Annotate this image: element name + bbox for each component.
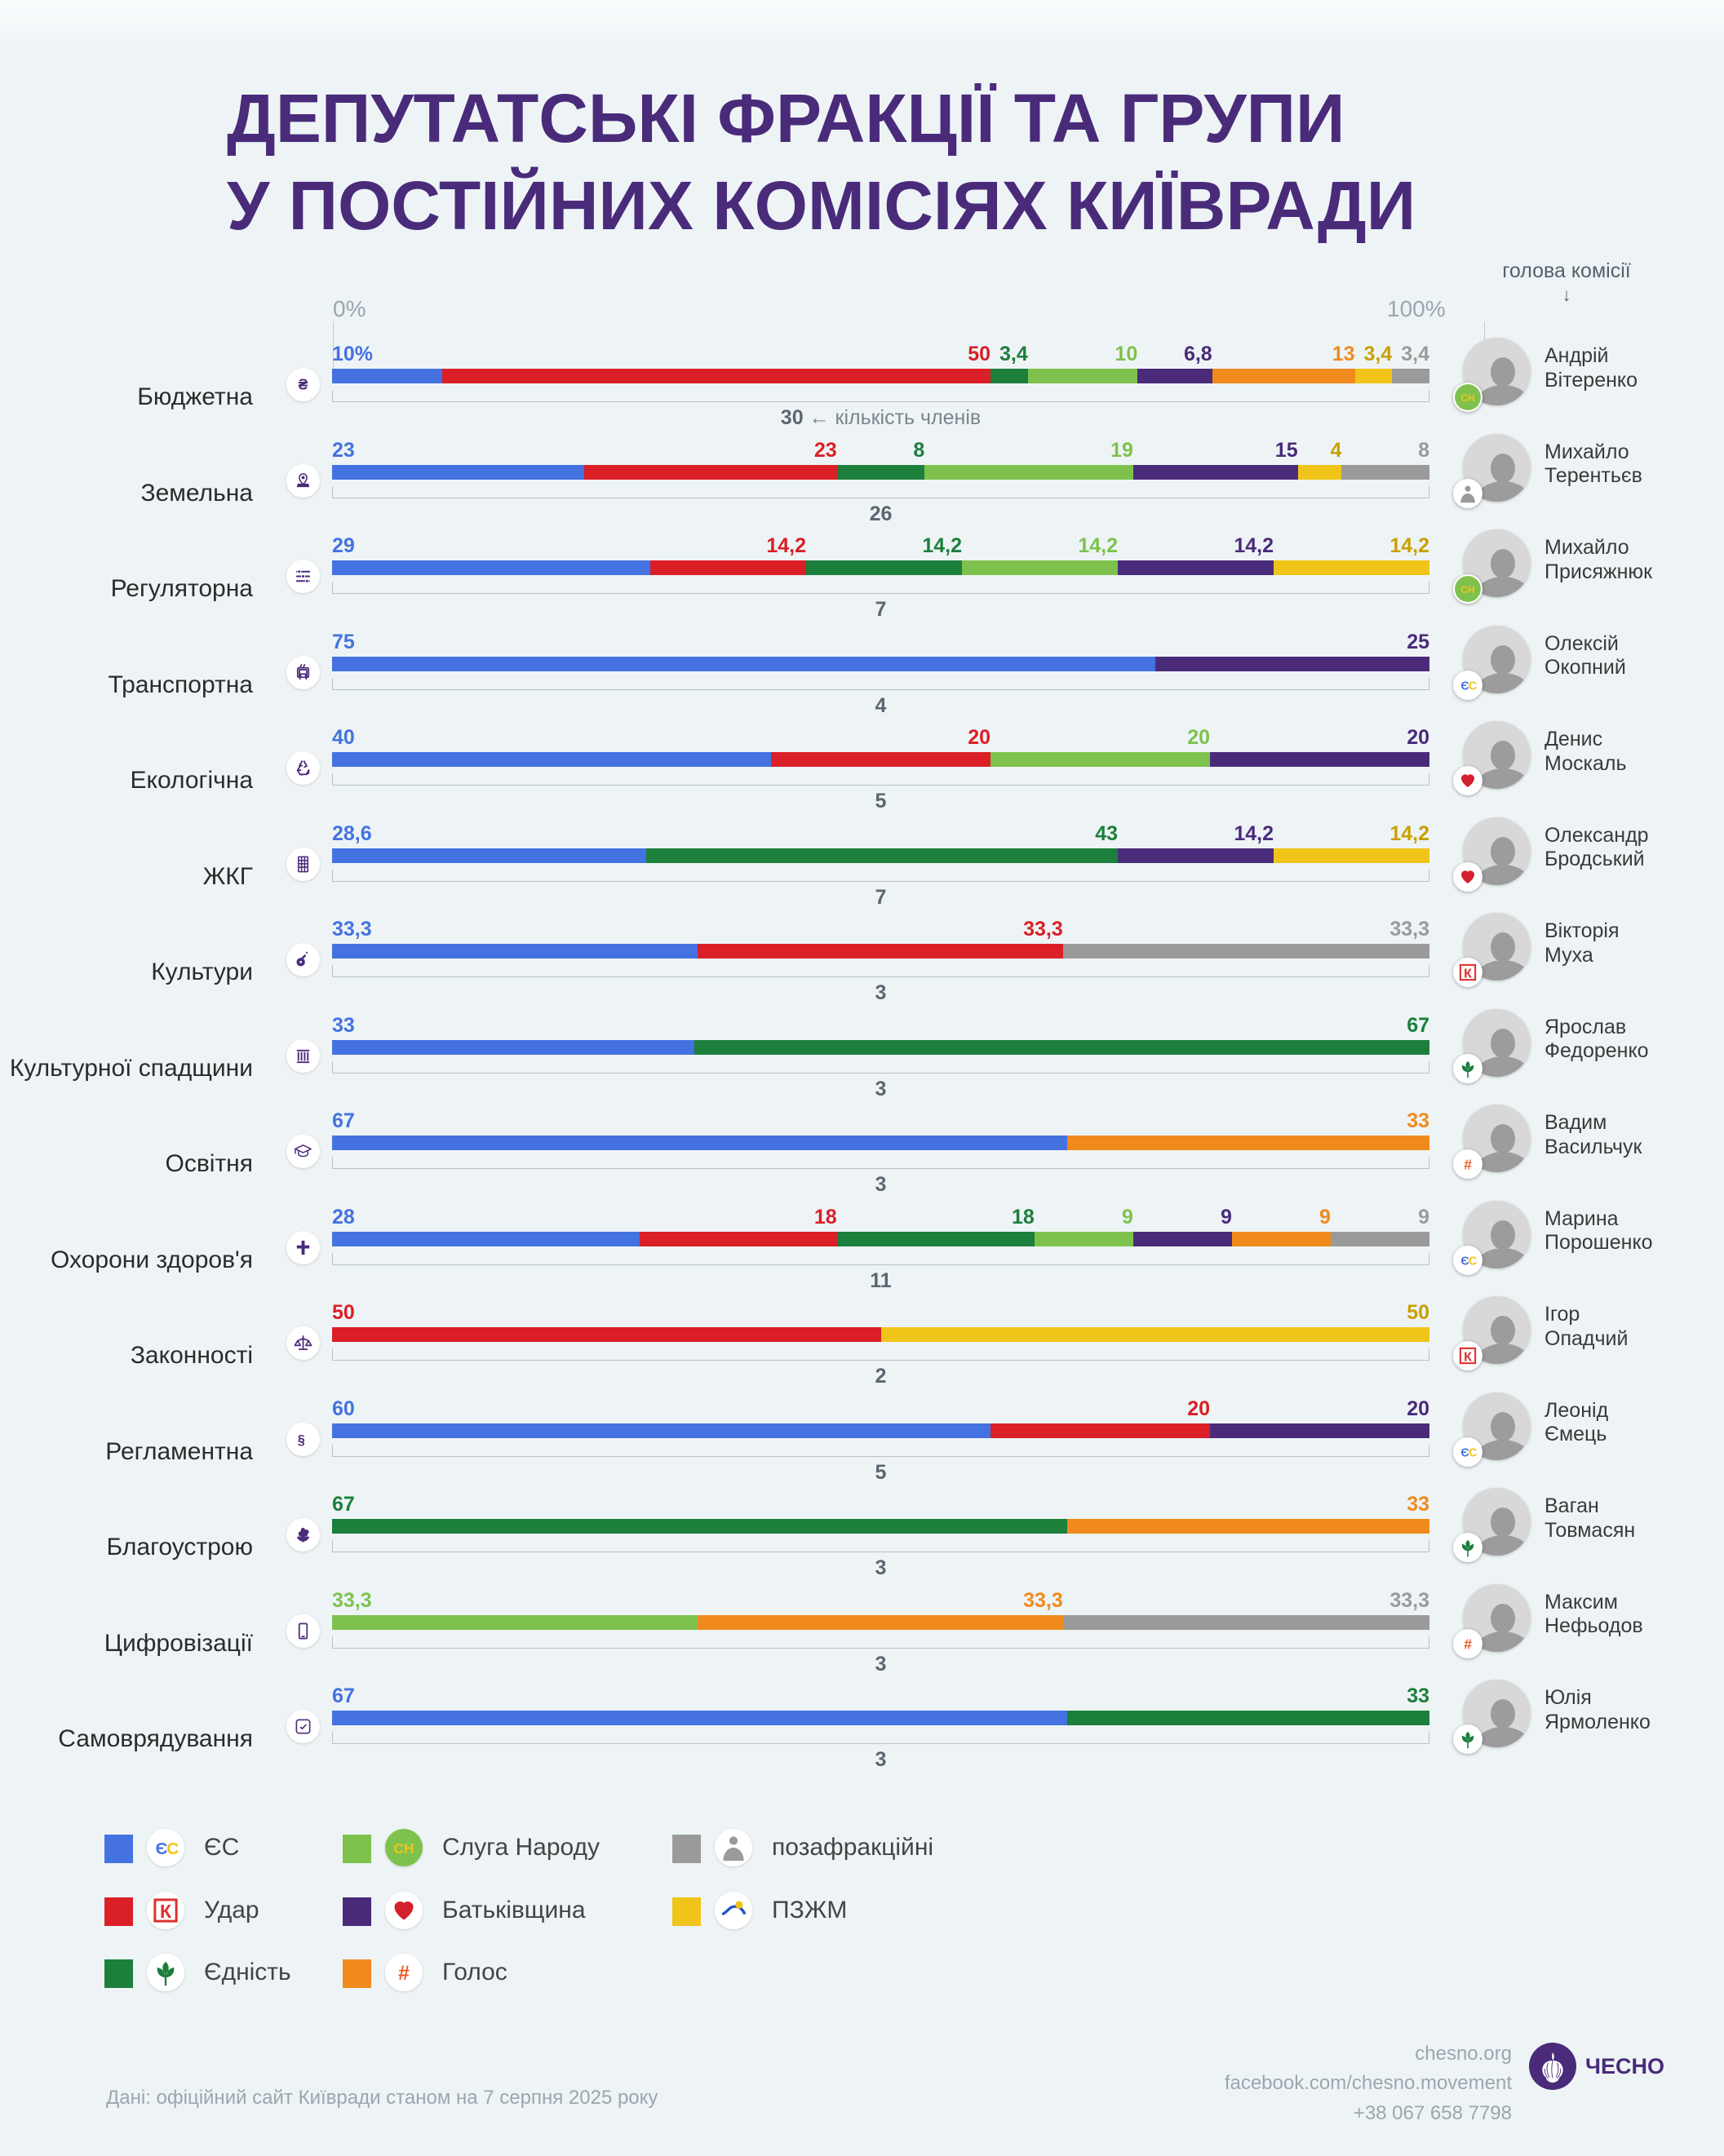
- svg-text:#: #: [398, 1962, 410, 1985]
- svg-text:К: К: [1464, 967, 1472, 981]
- svg-text:CH: CH: [1460, 584, 1474, 595]
- svg-text:ЧЕСНО: ЧЕСНО: [1585, 2054, 1664, 2079]
- svg-text:C: C: [166, 1839, 179, 1858]
- svg-text:К: К: [1464, 1350, 1472, 1364]
- svg-text:К: К: [160, 1901, 172, 1922]
- svg-text:§: §: [298, 1432, 305, 1447]
- svg-text:C: C: [1469, 680, 1477, 693]
- svg-text:CH: CH: [394, 1840, 414, 1857]
- svg-text:#: #: [1464, 1636, 1472, 1652]
- svg-text:₴: ₴: [298, 376, 308, 392]
- svg-text:C: C: [1469, 1255, 1477, 1268]
- svg-text:CH: CH: [1460, 392, 1474, 404]
- svg-text:C: C: [1469, 1446, 1477, 1459]
- svg-text:#: #: [1464, 1156, 1472, 1172]
